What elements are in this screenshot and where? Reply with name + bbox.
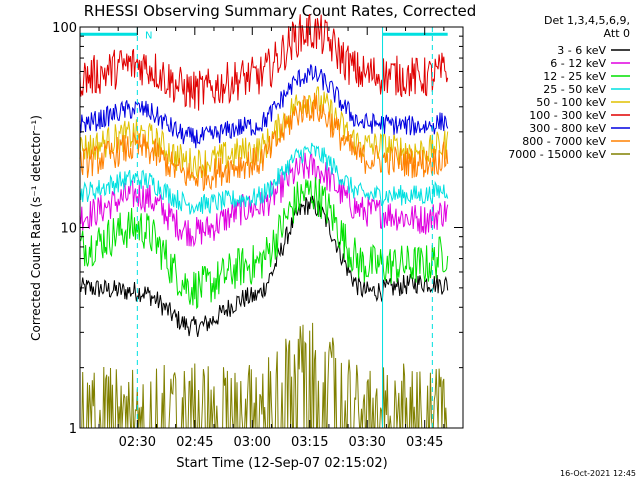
x-tick-label-2: 03:00 bbox=[234, 435, 271, 450]
y-tick-label-2: 100 bbox=[52, 21, 77, 36]
series-line-3 bbox=[79, 142, 449, 215]
legend-header-line-2: Att 0 bbox=[604, 27, 630, 40]
legend-label-2: 12 - 25 keV bbox=[543, 70, 606, 83]
x-axis-label: Start Time (12-Sep-07 02:15:02) bbox=[176, 456, 387, 471]
axes: 1 10 100 02:30 02:45 03:00 03:15 03:30 03:45 bbox=[52, 21, 464, 450]
y-axis-label: Corrected Count Rate (s⁻¹ detector⁻¹) bbox=[29, 115, 43, 341]
legend-label-7: 800 - 7000 keV bbox=[522, 135, 606, 148]
y-tick-label-0: 1 bbox=[69, 422, 77, 437]
series-line-4 bbox=[79, 86, 449, 179]
series-line-8 bbox=[79, 322, 448, 429]
chart-title: RHESSI Observing Summary Count Rates, Co… bbox=[84, 2, 477, 20]
footer-timestamp: 16-Oct-2021 12:45 bbox=[560, 469, 636, 478]
series-line-0 bbox=[79, 195, 449, 337]
x-tick-label-4: 03:30 bbox=[348, 435, 385, 450]
annotation-0: N bbox=[145, 30, 152, 41]
legend-label-8: 7000 - 15000 keV bbox=[508, 148, 606, 161]
x-tick-label-1: 02:45 bbox=[176, 435, 213, 450]
legend-label-6: 300 - 800 keV bbox=[529, 122, 606, 135]
x-tick-label-5: 03:45 bbox=[406, 435, 443, 450]
y-tick-label-1: 10 bbox=[60, 222, 77, 237]
series-line-7 bbox=[79, 92, 449, 191]
legend-label-4: 50 - 100 keV bbox=[536, 96, 606, 109]
series-line-6 bbox=[79, 64, 449, 149]
series-line-5 bbox=[79, 14, 449, 111]
x-tick-label-3: 03:15 bbox=[291, 435, 328, 450]
legend-label-3: 25 - 50 keV bbox=[543, 83, 606, 96]
legend-label-0: 3 - 6 keV bbox=[557, 44, 606, 57]
series-line-1 bbox=[79, 152, 449, 248]
x-tick-label-0: 02:30 bbox=[119, 435, 156, 450]
series-line-2 bbox=[79, 177, 449, 310]
legend-label-5: 100 - 300 keV bbox=[529, 109, 606, 122]
legend-label-1: 6 - 12 keV bbox=[550, 57, 606, 70]
plot-area: N bbox=[79, 14, 449, 429]
legend-header-line-1: Det 1,3,4,5,6,9, bbox=[544, 14, 630, 27]
